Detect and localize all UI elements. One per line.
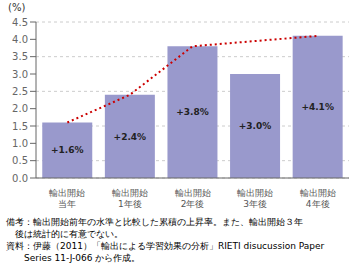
svg-text:+3.8%: +3.8%: [176, 107, 209, 117]
html-text:資料：伊藤（2011）「輸出による学習効果の分析」RIETI: 資料：伊藤（2011）「輸出による学習効果の分析」RIETI disucussi…: [6, 241, 325, 251]
svg-text:4.5: 4.5: [12, 17, 28, 28]
svg-text:輸出開始3年後: 輸出開始3年後: [237, 188, 273, 209]
svg-text:4.0: 4.0: [12, 34, 28, 45]
svg-text:2.5: 2.5: [12, 86, 28, 97]
svg-text:2.0: 2.0: [12, 103, 28, 114]
svg-text:輸出開始4年後: 輸出開始4年後: [300, 188, 336, 209]
svg-text:1.0: 1.0: [12, 138, 28, 149]
svg-text:輸出開始2年後: 輸出開始2年後: [175, 188, 211, 209]
svg-text:3.5: 3.5: [12, 51, 28, 62]
svg-text:輸出開始当年: 輸出開始当年: [49, 188, 85, 209]
svg-text:0.5: 0.5: [12, 155, 28, 166]
svg-text:輸出開始1年後: 輸出開始1年後: [112, 188, 148, 209]
svg-text:1.5: 1.5: [12, 121, 28, 132]
svg-text:0.0: 0.0: [12, 173, 28, 184]
svg-text:+2.4%: +2.4%: [114, 132, 147, 142]
svg-text:3.0: 3.0: [12, 69, 28, 80]
svg-text:+1.6%: +1.6%: [51, 145, 84, 155]
html-text:備考：輸出開始前年の水準と比較した累積の上昇率。また、輸出開: 備考：輸出開始前年の水準と比較した累積の上昇率。また、輸出開始３年: [6, 217, 303, 227]
html-text:後は統計的に有意でない。: 後は統計的に有意でない。: [6, 229, 123, 239]
svg-text:+4.1%: +4.1%: [301, 102, 334, 112]
html-text:Series 11-J-066 から作成。: Series 11-J-066 から作成。: [6, 253, 141, 263]
svg-text:+3.0%: +3.0%: [239, 121, 272, 131]
